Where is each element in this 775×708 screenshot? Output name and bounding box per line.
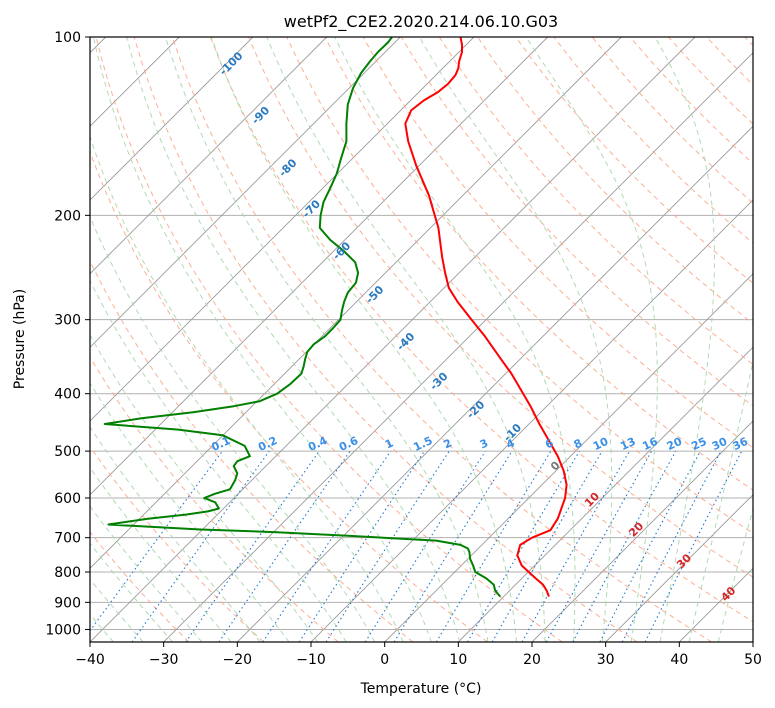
y-axis-label: Pressure (hPa) <box>12 289 28 389</box>
x-tick-label: 30 <box>597 652 615 668</box>
y-tick-label: 600 <box>54 491 81 507</box>
y-tick-label: 1000 <box>45 622 81 638</box>
y-tick-label: 700 <box>54 531 81 547</box>
x-tick-label: −20 <box>223 652 253 668</box>
x-axis-label: Temperature (°C) <box>360 681 482 697</box>
x-tick-label: 10 <box>449 652 467 668</box>
y-tick-label: 400 <box>54 387 81 403</box>
y-tick-label: 100 <box>54 30 81 46</box>
x-tick-label: 20 <box>523 652 541 668</box>
y-tick-label: 200 <box>54 208 81 224</box>
x-tick-label: 40 <box>670 652 688 668</box>
y-tick-label: 800 <box>54 565 81 581</box>
y-tick-label: 900 <box>54 595 81 611</box>
x-tick-label: 0 <box>380 652 389 668</box>
x-tick-label: 50 <box>744 652 762 668</box>
x-tick-label: −40 <box>75 652 105 668</box>
y-tick-label: 500 <box>54 444 81 460</box>
x-tick-label: −30 <box>149 652 179 668</box>
chart-title: wetPf2_C2E2.2020.214.06.10.G03 <box>284 12 558 32</box>
y-tick-label: 300 <box>54 313 81 329</box>
x-tick-label: −10 <box>296 652 326 668</box>
